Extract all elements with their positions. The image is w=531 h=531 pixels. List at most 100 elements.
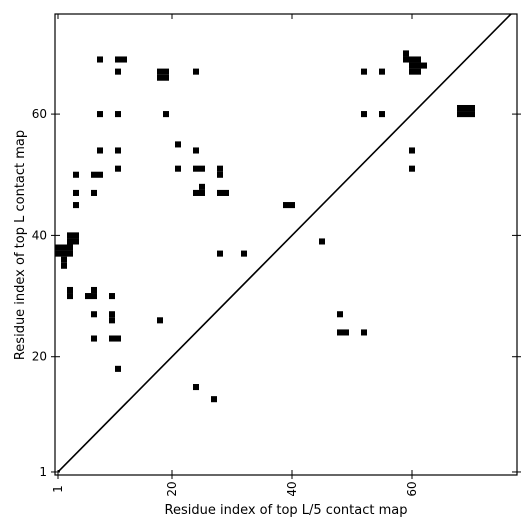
contact-cell (115, 165, 121, 172)
contact-cell (241, 250, 247, 257)
contact-cell (409, 68, 415, 75)
contact-cell (283, 202, 289, 209)
contact-cell (403, 50, 409, 57)
contact-cell (91, 189, 97, 196)
contact-cell (361, 111, 367, 118)
contact-cell (217, 171, 223, 178)
contact-cell (91, 286, 97, 294)
contact-cell (73, 202, 79, 209)
plot-frame (54, 13, 518, 476)
contact-cell (421, 62, 427, 69)
contact-cell (85, 293, 91, 300)
contact-cell (97, 56, 103, 63)
contact-cell (379, 68, 385, 75)
contact-cell (193, 165, 199, 172)
y-tick-label: 40 (32, 228, 47, 242)
contact-cell (61, 256, 67, 263)
contact-cell (115, 147, 121, 154)
contact-cell (115, 365, 121, 372)
contact-cell (199, 183, 205, 190)
contact-cell (409, 62, 415, 69)
contact-cell (61, 250, 67, 257)
contact-cell (163, 68, 169, 75)
x-axis-label: Residue index of top L/5 contact map (165, 503, 408, 518)
contact-cell (67, 286, 73, 294)
contact-cell (409, 165, 415, 172)
contact-cell (67, 232, 73, 239)
x-tick-label: 60 (405, 481, 419, 496)
contact-cell (337, 311, 343, 318)
contact-cell (67, 293, 73, 300)
contact-cell (67, 244, 73, 251)
contact-cell (91, 293, 97, 300)
x-tick-label: 20 (165, 481, 179, 496)
contact-cell (193, 68, 199, 75)
x-tick-label: 40 (285, 481, 299, 496)
contact-cell (463, 111, 469, 118)
contact-cell (217, 250, 223, 257)
contact-cell (61, 244, 67, 251)
contact-cell (343, 329, 349, 336)
contact-cell (109, 293, 115, 300)
contact-cell (73, 238, 79, 245)
contact-cell (199, 165, 205, 172)
contact-cell (379, 111, 385, 118)
contact-cell (109, 317, 115, 324)
contact-cell (415, 68, 421, 75)
contact-cell (97, 111, 103, 118)
contact-cell (73, 171, 79, 178)
contact-cell (361, 329, 367, 336)
contact-cell (115, 56, 121, 63)
contact-cell (157, 317, 163, 324)
contact-cell (67, 250, 73, 257)
contact-cell (163, 111, 169, 118)
contact-cell (199, 189, 205, 196)
contact-cell (193, 147, 199, 154)
contact-cell (163, 74, 169, 81)
contact-cell (217, 189, 223, 196)
contact-cell (289, 202, 295, 209)
contact-cell (193, 189, 199, 196)
contact-cell (115, 111, 121, 118)
contact-cell (73, 189, 79, 196)
contact-cell (73, 232, 79, 239)
contact-cell (67, 238, 73, 245)
diagonal-line (57, 13, 512, 473)
y-axis-label: Residue index of top L contact map (13, 130, 28, 360)
contact-cell (409, 56, 415, 63)
y-tick-label: 20 (32, 350, 47, 364)
contact-cell (223, 189, 229, 196)
contact-cell (109, 311, 115, 318)
contact-cell (457, 111, 463, 118)
contact-cell (121, 56, 127, 63)
contact-cell (91, 311, 97, 318)
contact-cell (55, 250, 61, 257)
y-tick-label: 1 (39, 465, 47, 479)
contact-cell (469, 104, 475, 112)
contact-cell (115, 68, 121, 75)
contact-cell (109, 335, 115, 342)
contact-cell (157, 74, 163, 81)
contact-cell (361, 68, 367, 75)
contact-cell (463, 104, 469, 112)
contact-cell (91, 335, 97, 342)
contact-cell (409, 147, 415, 154)
contacts-layer (55, 50, 475, 403)
contact-cell (97, 171, 103, 178)
ticks-layer: 1 20 40 60 1 20 40 60 (32, 14, 521, 497)
contact-cell (91, 171, 97, 178)
contact-cell (97, 147, 103, 154)
contact-cell (457, 104, 463, 112)
contact-cell (61, 262, 67, 269)
contact-cell (55, 244, 61, 251)
contact-cell (193, 384, 199, 391)
contact-cell (175, 141, 181, 148)
y-tick-label: 60 (32, 107, 47, 121)
contact-cell (403, 56, 409, 63)
contact-cell (175, 165, 181, 172)
contact-cell (211, 396, 217, 403)
contact-cell (415, 62, 421, 69)
contact-cell (217, 165, 223, 172)
x-tick-label: 1 (51, 485, 65, 493)
